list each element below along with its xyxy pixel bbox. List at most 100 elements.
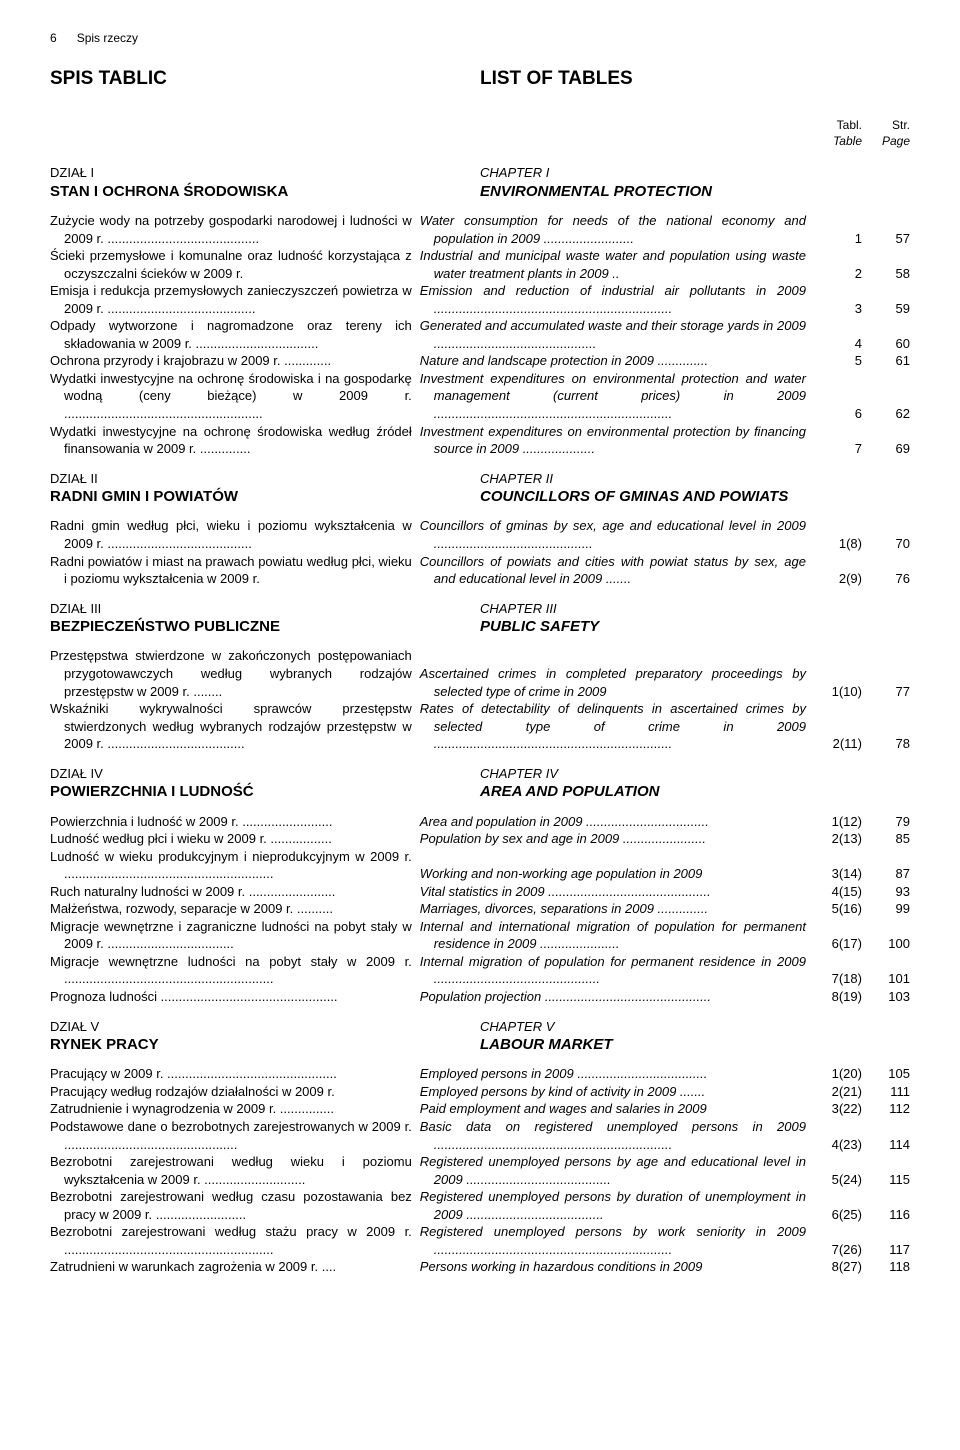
section-heading-en: COUNCILLORS OF GMINAS AND POWIATS	[480, 487, 910, 507]
toc-entry: Emisja i redukcja przemysłowych zanieczy…	[50, 282, 910, 317]
section-heading-pl: POWIERZCHNIA I LUDNOŚĆ	[50, 782, 470, 802]
section-right: CHAPTER IICOUNCILLORS OF GMINAS AND POWI…	[480, 470, 910, 516]
entry-tabl-number: 2(9)	[814, 570, 862, 588]
entry-tabl-number: 6(25)	[814, 1206, 862, 1224]
entry-right-wrap: Paid employment and wages and salaries i…	[420, 1100, 910, 1118]
entry-page-number: 85	[862, 830, 910, 848]
toc-entry: Zatrudnienie i wynagrodzenia w 2009 r. .…	[50, 1100, 910, 1118]
entry-tabl-number: 4(23)	[814, 1136, 862, 1154]
entry-text-pl: Radni powiatów i miast na prawach powiat…	[50, 553, 420, 588]
entry-page-number: 59	[862, 300, 910, 318]
entry-right-wrap: Ascertained crimes in completed preparat…	[420, 665, 910, 700]
toc-entry: Migracje wewnętrzne i zagraniczne ludnoś…	[50, 918, 910, 953]
entry-page-number: 101	[862, 970, 910, 988]
entry-text-en: Internal and international migration of …	[420, 918, 814, 953]
chapter-label-en: CHAPTER IV	[480, 765, 910, 783]
entry-page-number: 58	[862, 265, 910, 283]
section-right: CHAPTER IIIPUBLIC SAFETY	[480, 600, 910, 646]
entry-tabl-number: 2(13)	[814, 830, 862, 848]
entry-tabl-number: 5(24)	[814, 1171, 862, 1189]
entry-page-number: 93	[862, 883, 910, 901]
entry-page-number: 78	[862, 735, 910, 753]
entry-text-en: Persons working in hazardous conditions …	[420, 1258, 814, 1276]
entry-text-en: Nature and landscape protection in 2009 …	[420, 352, 814, 370]
section-title-row: DZIAŁ IVPOWIERZCHNIA I LUDNOŚĆCHAPTER IV…	[50, 765, 910, 811]
section-right: CHAPTER IENVIRONMENTAL PROTECTION	[480, 164, 910, 210]
entry-text-pl: Wydatki inwestycyjne na ochronę środowis…	[50, 423, 420, 458]
entry-right-wrap: Internal and international migration of …	[420, 918, 910, 953]
entry-text-en: Emission and reduction of industrial air…	[420, 282, 814, 317]
main-title-row: SPIS TABLIC LIST OF TABLES	[50, 66, 910, 92]
entry-right-wrap: Councillors of powiats and cities with p…	[420, 553, 910, 588]
section-heading-en: PUBLIC SAFETY	[480, 617, 910, 637]
entry-text-pl: Radni gmin według płci, wieku i poziomu …	[50, 517, 420, 552]
entry-right-wrap: Population projection ..................…	[420, 988, 910, 1006]
entry-text-pl: Ludność w wieku produkcyjnym i nieproduk…	[50, 848, 420, 883]
entry-tabl-number: 3	[814, 300, 862, 318]
entry-text-pl: Ludność według płci i wieku w 2009 r. ..…	[50, 830, 420, 848]
section-heading-en: ENVIRONMENTAL PROTECTION	[480, 182, 910, 202]
entry-text-pl: Powierzchnia i ludność w 2009 r. .......…	[50, 813, 420, 831]
toc-entry: Odpady wytworzone i nagromadzone oraz te…	[50, 317, 910, 352]
entry-tabl-number: 8(19)	[814, 988, 862, 1006]
entry-text-en: Rates of detectability of delinquents in…	[420, 700, 814, 753]
main-title-right: LIST OF TABLES	[480, 66, 910, 92]
entry-text-pl: Odpady wytworzone i nagromadzone oraz te…	[50, 317, 420, 352]
entry-right-wrap: Registered unemployed persons by duratio…	[420, 1188, 910, 1223]
toc-entry: Przestępstwa stwierdzone w zakończonych …	[50, 647, 910, 700]
entry-tabl-number: 2(21)	[814, 1083, 862, 1101]
toc-entry: Bezrobotni zarejestrowani według stażu p…	[50, 1223, 910, 1258]
entry-right-wrap: Vital statistics in 2009 ...............…	[420, 883, 910, 901]
entry-text-pl: Przestępstwa stwierdzone w zakończonych …	[50, 647, 420, 700]
entry-page-number: 87	[862, 865, 910, 883]
entry-text-pl: Ruch naturalny ludności w 2009 r. ......…	[50, 883, 420, 901]
page-col-header: Str. Page	[862, 117, 910, 149]
entry-text-en: Internal migration of population for per…	[420, 953, 814, 988]
entry-tabl-number: 3(14)	[814, 865, 862, 883]
entry-tabl-number: 3(22)	[814, 1100, 862, 1118]
toc-entry: Pracujący według rodzajów działalności w…	[50, 1083, 910, 1101]
entry-text-en: Paid employment and wages and salaries i…	[420, 1100, 814, 1118]
entry-text-en: Area and population in 2009 ............…	[420, 813, 814, 831]
entry-page-number: 77	[862, 683, 910, 701]
section-heading-en: AREA AND POPULATION	[480, 782, 910, 802]
entry-text-en: Registered unemployed persons by age and…	[420, 1153, 814, 1188]
entry-text-en: Councillors of gminas by sex, age and ed…	[420, 517, 814, 552]
section-heading-pl: RADNI GMIN I POWIATÓW	[50, 487, 470, 507]
entry-page-number: 103	[862, 988, 910, 1006]
section-left: DZIAŁ ISTAN I OCHRONA ŚRODOWISKA	[50, 164, 480, 210]
toc-entry: Podstawowe dane o bezrobotnych zarejestr…	[50, 1118, 910, 1153]
entry-text-en: Industrial and municipal waste water and…	[420, 247, 814, 282]
toc-entry: Wskaźniki wykrywalności sprawców przestę…	[50, 700, 910, 753]
entry-right-wrap: Investment expenditures on environmental…	[420, 423, 910, 458]
entry-text-pl: Bezrobotni zarejestrowani według wieku i…	[50, 1153, 420, 1188]
entry-right-wrap: Councillors of gminas by sex, age and ed…	[420, 517, 910, 552]
toc-entry: Radni powiatów i miast na prawach powiat…	[50, 553, 910, 588]
entry-right-wrap: Area and population in 2009 ............…	[420, 813, 910, 831]
toc-entry: Radni gmin według płci, wieku i poziomu …	[50, 517, 910, 552]
entry-text-en: Ascertained crimes in completed preparat…	[420, 665, 814, 700]
section-right: CHAPTER VLABOUR MARKET	[480, 1018, 910, 1064]
page-number: 6	[50, 31, 57, 45]
entry-text-pl: Wydatki inwestycyjne na ochronę środowis…	[50, 370, 420, 423]
entry-text-en: Working and non-working age population i…	[420, 865, 814, 883]
entry-text-pl: Bezrobotni zarejestrowani według stażu p…	[50, 1223, 420, 1258]
entry-text-pl: Wskaźniki wykrywalności sprawców przestę…	[50, 700, 420, 753]
column-header-row: Tabl. Table Str. Page	[50, 117, 910, 149]
entry-text-en: Population by sex and age in 2009 ......…	[420, 830, 814, 848]
section-left: DZIAŁ IVPOWIERZCHNIA I LUDNOŚĆ	[50, 765, 480, 811]
chapter-label-pl: DZIAŁ IV	[50, 765, 470, 783]
entry-text-en: Generated and accumulated waste and thei…	[420, 317, 814, 352]
toc-entry: Zatrudnieni w warunkach zagrożenia w 200…	[50, 1258, 910, 1276]
entry-text-en: Water consumption for needs of the natio…	[420, 212, 814, 247]
entry-tabl-number: 7(18)	[814, 970, 862, 988]
toc-entry: Bezrobotni zarejestrowani według wieku i…	[50, 1153, 910, 1188]
entry-page-number: 118	[862, 1258, 910, 1276]
entry-text-pl: Emisja i redukcja przemysłowych zanieczy…	[50, 282, 420, 317]
entry-tabl-number: 5	[814, 352, 862, 370]
entry-tabl-number: 8(27)	[814, 1258, 862, 1276]
chapter-label-pl: DZIAŁ II	[50, 470, 470, 488]
toc-entry: Ochrona przyrody i krajobrazu w 2009 r. …	[50, 352, 910, 370]
entry-text-pl: Prognoza ludności ......................…	[50, 988, 420, 1006]
entry-page-number: 112	[862, 1100, 910, 1118]
